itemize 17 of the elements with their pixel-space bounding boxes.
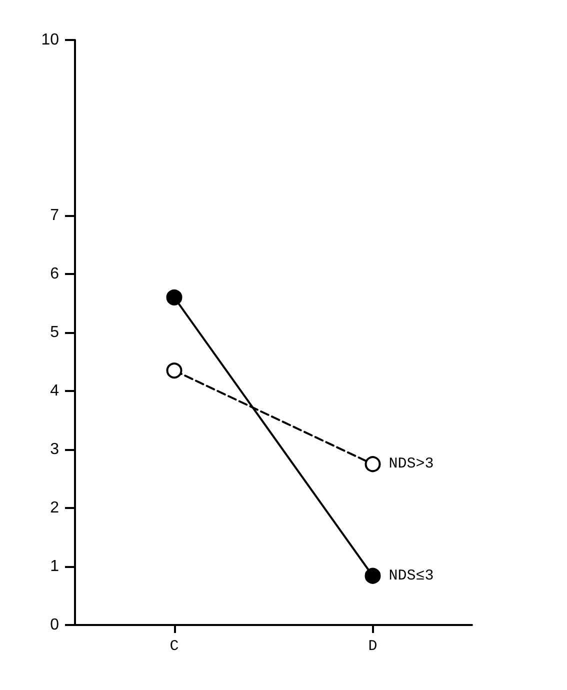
- point: [166, 362, 182, 379]
- point: [166, 289, 182, 306]
- y-tick-label: 4: [50, 382, 60, 400]
- x-tick-label: D: [368, 638, 378, 655]
- y-tick-label: 1: [50, 558, 60, 575]
- x-tick-label: C: [170, 638, 179, 655]
- point: [364, 568, 381, 584]
- y-tick-label: 10: [41, 32, 60, 48]
- point: [364, 456, 381, 472]
- series-label: NDS≤3: [388, 567, 434, 584]
- y-tick-label: 3: [50, 441, 60, 458]
- y-tick-label: 0: [50, 616, 60, 634]
- y-tick-label: 6: [50, 266, 60, 282]
- y-tick-label: 2: [50, 500, 60, 516]
- series-label: NDS>3: [388, 456, 434, 473]
- y-tick-label: 7: [50, 207, 60, 224]
- y-tick-label: 5: [50, 324, 60, 341]
